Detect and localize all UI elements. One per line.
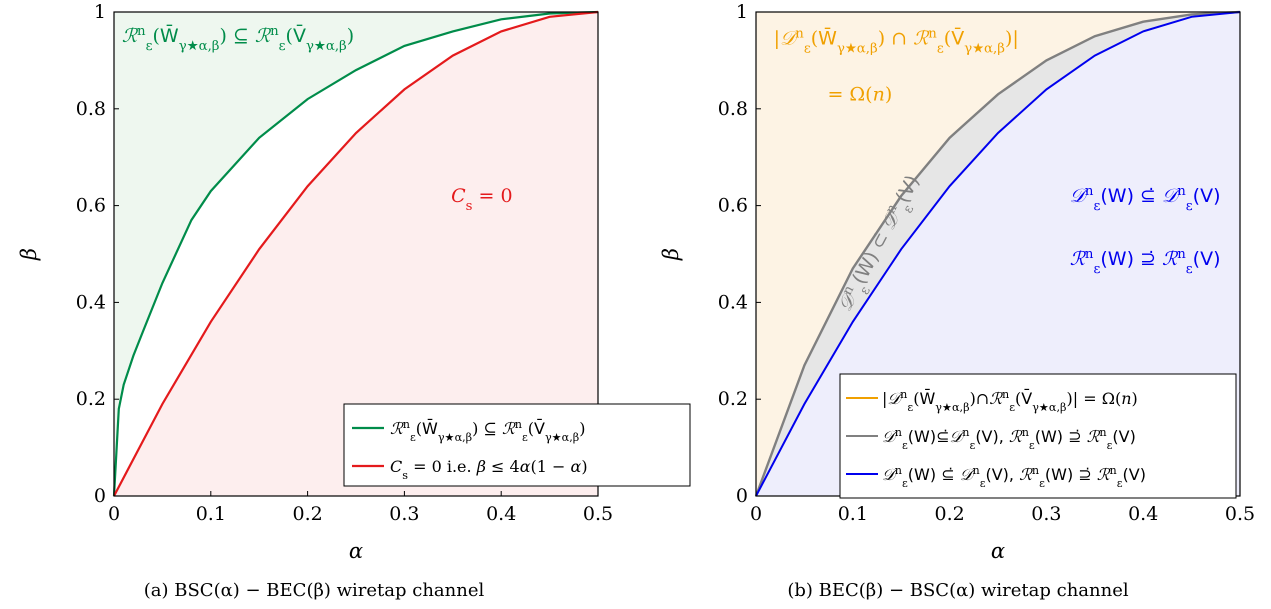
x-axis-label: α: [349, 539, 363, 563]
x-tick-label: 0.3: [1031, 503, 1061, 525]
region-gray: [756, 12, 1240, 496]
y-tick-label: 0.4: [718, 291, 748, 313]
annotation-green-region: ℛnε(W̄γ★α,β) ⊆ ℛnε(V̄γ★α,β): [122, 23, 354, 54]
y-tick-label: 0: [736, 485, 748, 507]
annotation-blue-1: 𝒟nε(W) ⊆̇ 𝒟nε(V): [1070, 183, 1221, 213]
x-tick-label: 0.3: [389, 503, 419, 525]
y-tick-label: 0: [94, 485, 106, 507]
x-tick-label: 0.4: [1128, 503, 1158, 525]
y-tick-label: 0.2: [718, 388, 748, 410]
axes-frame: [113, 11, 599, 497]
x-tick-label: 0.2: [292, 503, 322, 525]
annotation-blue-2: ℛnε(W) ⊇̇ ℛnε(V): [1070, 246, 1221, 276]
legend: |𝒟nε(W̄γ★α,β)∩ℛnε(V̄γ★α,β)| = Ω(n) 𝒟nε(W)…: [839, 373, 1237, 499]
legend-label-orange: |𝒟nε(W̄γ★α,β)∩ℛnε(V̄γ★α,β)| = Ω(n): [882, 388, 1138, 414]
y-tick-label: 1: [94, 1, 106, 23]
series-gray-line: [754, 10, 1241, 497]
legend-box: [839, 373, 1237, 499]
x-tick-label: 0.5: [583, 503, 613, 525]
y-tick-label: 0.8: [718, 98, 748, 120]
y-tick-label: 1: [736, 1, 748, 23]
x-tick-label: 0.2: [934, 503, 964, 525]
x-tick-label: 0.1: [196, 503, 226, 525]
x-tick-label: 0.4: [486, 503, 516, 525]
figure-caption: (b) BEC(β) − BSC(α) wiretap channel: [787, 580, 1129, 601]
annotation-orange-region: |𝒟nε(W̄γ★α,β) ∩ ℛnε(V̄γ★α,β)|: [774, 25, 1019, 56]
y-tick-label: 0.6: [76, 195, 106, 217]
y-tick-label: 0.4: [76, 291, 106, 313]
panel-b: |𝒟nε(W̄γ★α,β) ∩ ℛnε(V̄γ★α,β)| = Ω(n) 𝒟nε(W…: [659, 1, 1255, 601]
legend-label-red: Cs = 0 i.e. β ≤ 4α(1 − α): [390, 457, 588, 482]
legend-label-gray: 𝒟nε(W)⊆̇𝒟nε(V), ℛnε(W) ⊇̇ ℛnε(V): [882, 426, 1136, 452]
annotation-cs-zero: Cs = 0: [451, 185, 512, 214]
series-red-line: [113, 10, 599, 497]
figure-caption: (a) BSC(α) − BEC(β) wiretap channel: [144, 580, 485, 601]
x-tick-label: 0: [108, 503, 120, 525]
series-green-line: [112, 10, 599, 497]
y-tick-label: 0.8: [76, 98, 106, 120]
annotation-omega-n: = Ω(n): [827, 83, 892, 105]
y-tick-label: 0.2: [76, 388, 106, 410]
legend: ℛnε(W̄γ★α,β) ⊆ ℛnε(V̄γ★α,β) Cs = 0 i.e. β…: [343, 403, 691, 487]
x-tick-label: 0.5: [1225, 503, 1255, 525]
y-axis-label: β: [17, 248, 41, 261]
x-tick-label: 0.1: [838, 503, 868, 525]
y-tick-label: 0.6: [718, 195, 748, 217]
y-axis-label: β: [659, 248, 683, 261]
legend-box: [343, 403, 691, 487]
legend-label-green: ℛnε(W̄γ★α,β) ⊆ ℛnε(V̄γ★α,β): [390, 418, 586, 444]
x-axis-label: α: [991, 539, 1005, 563]
region-red: [114, 12, 598, 496]
panel-a: ℛnε(W̄γ★α,β) ⊆ ℛnε(V̄γ★α,β) Cs = 0 0 0.1 0.2…: [17, 1, 691, 601]
legend-label-blue: 𝒟nε(W) ⊆̇ 𝒟nε(V), ℛnε(W) ⊇̇ ℛnε(V): [882, 464, 1146, 490]
region-orange: [756, 12, 1240, 496]
region-green: [114, 12, 598, 496]
x-tick-label: 0: [750, 503, 762, 525]
series-blue-line: [755, 11, 1241, 497]
